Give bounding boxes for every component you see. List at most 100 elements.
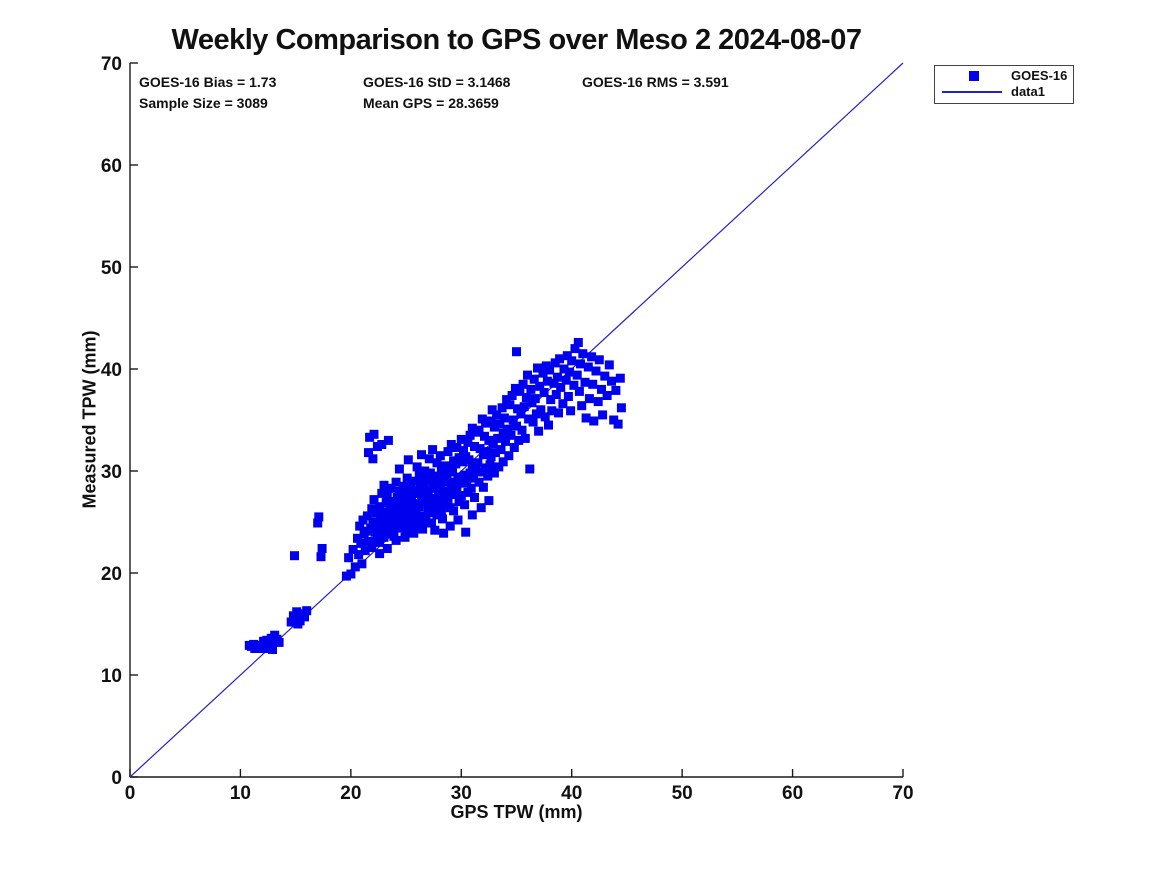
scatter-point [544,420,553,430]
scatter-point [442,469,452,479]
x-tick-label: 30 [451,783,472,804]
legend-marker-swatch [969,71,979,81]
scatter-point [570,344,580,354]
scatter-point [418,524,428,534]
scatter-point [551,390,561,399]
scatter-point [591,366,601,376]
x-tick-label: 60 [782,783,803,804]
scatter-point [466,483,476,493]
scatter-point [452,484,462,494]
scatter-point [408,476,418,486]
scatter-point [423,486,433,496]
scatter-point [421,516,431,526]
scatter-point [414,470,424,480]
scatter-point [470,442,479,451]
scatter-point [427,518,436,528]
scatter-point [386,505,396,515]
x-axis-label: GPS TPW (mm) [450,802,583,822]
scatter-point [368,517,378,527]
scatter-point [467,510,477,520]
scatter-point [436,507,446,517]
scatter-point [519,402,529,412]
scatter-point [554,408,563,418]
scatter-point [593,397,603,407]
scatter-point [449,506,459,516]
scatter-point [367,543,377,552]
scatter-point [391,535,401,545]
scatter-point [430,471,440,481]
scatter-point [364,536,373,546]
scatter-point [302,606,312,616]
scatter-point [375,549,385,559]
scatter-point [577,401,587,411]
scatter-point [400,490,410,499]
scatter-point [445,521,455,531]
scatter-point [435,451,445,461]
scatter-point [552,372,562,382]
scatter-point [474,425,484,435]
scatter-point [300,612,309,622]
scatter-point [452,443,462,452]
scatter-point [611,385,621,395]
scatter-point [565,367,574,377]
scatter-point [402,473,412,483]
scatter-point [478,482,488,492]
scatter-point [513,404,523,414]
y-tick-label: 30 [101,462,122,483]
scatter-point [346,569,356,579]
scatter-point [456,491,466,500]
scatter-point [462,475,472,485]
scatter-point [382,492,392,501]
scatter-point [518,379,528,389]
scatter-point [535,381,545,391]
scatter-point [600,371,610,381]
scatter-point [440,486,450,496]
scatter-point [587,352,597,362]
stat-bias: GOES-16 Bias = 1.73 [139,74,277,90]
scatter-point [448,467,457,477]
scatter-point [428,445,438,455]
scatter-point [356,538,366,548]
scatter-point [507,391,517,400]
scatter-point [504,451,514,461]
scatter-point [456,434,466,444]
scatter-point [509,443,519,452]
stat-rms: GOES-16 RMS = 3.591 [582,74,729,90]
scatter-point [584,394,594,404]
scatter-point [556,382,566,392]
scatter-point [520,433,530,443]
scatter-point [501,436,510,446]
chart-title: Weekly Comparison to GPS over Meso 2 202… [171,24,862,56]
scatter-point [561,375,571,385]
stat-mean-gps: Mean GPS = 28.3659 [363,95,499,111]
scatter-point [387,526,397,536]
scatter-point [386,483,396,493]
scatter-point [493,433,503,443]
scatter-point [516,409,526,419]
scatter-point [598,410,608,420]
scatter-point [503,424,513,434]
scatter-point [486,416,496,426]
scatter-point [357,559,367,569]
scatter-point [563,392,573,401]
scatter-point [589,416,599,426]
scatter-point [313,518,323,528]
scatter-point [470,493,479,502]
scatter-point [314,512,324,522]
scatter-point [397,496,407,506]
scatter-point [377,488,387,498]
scatter-point [525,464,535,474]
scatter-point [566,406,576,416]
scatter-point [476,503,486,513]
scatter-point [498,457,508,467]
scatter-point [512,421,521,431]
scatter-point [413,488,423,498]
scatter-point [529,374,539,384]
scatter-point [514,435,524,445]
scatter-point [499,413,509,423]
scatter-point [420,466,430,476]
scatter-point [536,405,546,415]
scatter-point [381,498,391,508]
scatter-point [588,379,598,389]
